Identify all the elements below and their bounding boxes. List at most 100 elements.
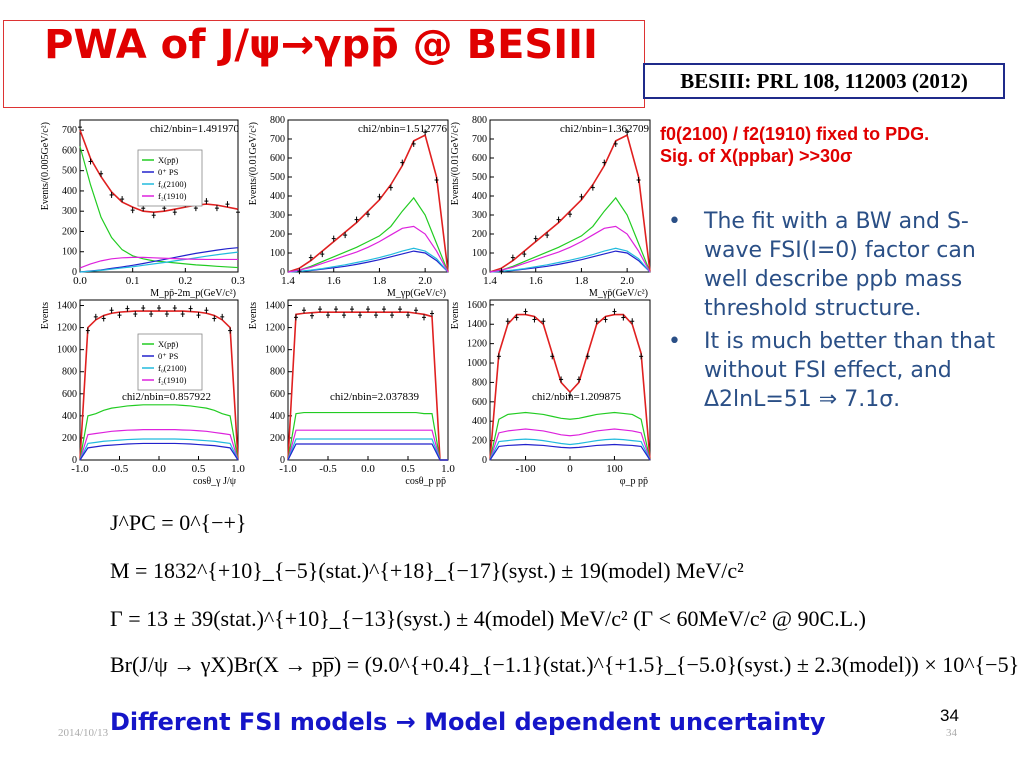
- y-tick-label: 1000: [467, 358, 487, 369]
- series-line-f1910: [79, 429, 239, 461]
- y-tick-label: 500: [62, 166, 77, 177]
- y-tick-label: 800: [472, 115, 487, 126]
- x-tick-label: 0.0: [73, 275, 87, 287]
- series-line-f1910: [287, 225, 449, 273]
- y-tick-label: 600: [472, 397, 487, 408]
- formula-jpc: J^PC = 0^{−+}: [110, 510, 247, 535]
- series-line-0PS: [287, 443, 448, 461]
- series-line-Xpp: [489, 411, 651, 461]
- plots-panel: 0 100 200 300 400 500 600 700 0.0 0.1 0.2 0.3M_pp̄-…: [40, 115, 651, 487]
- y-tick-label: 800: [270, 367, 285, 378]
- y-axis-label: Events: [450, 302, 461, 329]
- x-tick-label: 0.3: [231, 275, 245, 287]
- y-tick-label: 400: [62, 411, 77, 422]
- series-line-Xpp: [287, 196, 449, 273]
- y-tick-label: 400: [472, 191, 487, 202]
- series-line-f2100: [79, 251, 239, 273]
- series-line-Xpp: [489, 196, 651, 273]
- series-line-0PS: [79, 247, 239, 273]
- y-tick-label: 200: [472, 436, 487, 447]
- series-line-0PS: [489, 443, 651, 461]
- y-axis-label: Events: [248, 302, 259, 329]
- x-tick-label: -1.0: [71, 463, 89, 475]
- legend-label: 0⁺ PS: [158, 351, 179, 361]
- x-tick-label: -100: [515, 463, 536, 475]
- plot-frame: [287, 119, 449, 273]
- y-tick-label: 500: [270, 172, 285, 183]
- bullet-list: • The fit with a BW and S-wave FSI(I=0) …: [668, 207, 1008, 418]
- fixed-note-line2: Sig. of X(ppbar) >>30σ: [660, 146, 853, 166]
- y-tick-label: 500: [472, 172, 487, 183]
- y-tick-label: 1600: [467, 300, 487, 311]
- y-tick-label: 600: [62, 389, 77, 400]
- y-tick-label: 200: [270, 229, 285, 240]
- bullet-item: • The fit with a BW and S-wave FSI(I=0) …: [668, 207, 1008, 323]
- page-number: 34: [940, 706, 959, 725]
- series-line-Xpp: [79, 404, 239, 461]
- y-tick-label: 800: [62, 367, 77, 378]
- y-tick-label: 300: [270, 210, 285, 221]
- chi2-annotation: chi2/nbin=1.491970: [150, 123, 240, 135]
- page-number-footer: 34: [946, 727, 957, 739]
- x-tick-label: -1.0: [279, 463, 297, 475]
- formula-branching: Br(J/ψ → γX)Br(X → pp̅) = (9.0^{+0.4}_{−…: [110, 652, 1020, 677]
- bullet-item: • It is much better than that without FS…: [668, 327, 1008, 414]
- y-tick-label: 800: [270, 115, 285, 126]
- y-tick-label: 300: [472, 210, 487, 221]
- legend-label: X(pp̄): [158, 339, 178, 349]
- y-axis-label: Events: [40, 302, 51, 329]
- x-tick-label: 0.5: [192, 463, 206, 475]
- y-tick-label: 700: [472, 134, 487, 145]
- y-tick-label: 700: [270, 134, 285, 145]
- x-axis-label: M_γp̄(GeV/c²): [589, 288, 648, 299]
- series-line-f2100: [287, 247, 449, 273]
- y-tick-label: 1200: [265, 323, 285, 334]
- plot-frame: [79, 119, 239, 273]
- formula-mass: M = 1832^{+10}_{−5}(stat.)^{+18}_{−17}(s…: [110, 558, 744, 583]
- bullet-text: The fit with a BW and S-wave FSI(I=0) fa…: [704, 209, 976, 321]
- series-line-f1910: [287, 429, 448, 461]
- y-tick-label: 0: [280, 267, 285, 278]
- y-axis-label: Events/(0.01GeV/c²): [248, 122, 259, 205]
- y-tick-label: 100: [472, 248, 487, 259]
- y-tick-label: 1000: [57, 345, 77, 356]
- y-tick-label: 0: [482, 455, 487, 466]
- series-line-f2100: [489, 247, 651, 273]
- bullet-text: It is much better than that without FSI …: [704, 329, 996, 412]
- y-tick-label: 1400: [265, 301, 285, 312]
- series-line-f1910: [79, 256, 238, 269]
- y-tick-label: 200: [270, 433, 285, 444]
- fixed-note: f0(2100) / f2(1910) fixed to PDG. Sig. o…: [660, 123, 1020, 167]
- plot-frame: [287, 299, 449, 461]
- x-axis-label: M_pp̄-2m_p(GeV/c²): [150, 288, 236, 299]
- slide-title: PWA of J/ψ→γpp̅ @ BESIII: [44, 22, 598, 68]
- x-tick-label: 0.0: [361, 463, 375, 475]
- x-axis-label: cosθ_p pp̄: [405, 476, 446, 487]
- y-tick-label: 1200: [467, 339, 487, 350]
- x-tick-label: -0.5: [319, 463, 337, 475]
- y-tick-label: 1400: [467, 319, 487, 330]
- plot-frame: [489, 299, 651, 461]
- y-tick-label: 300: [62, 206, 77, 217]
- legend-label: f₀(2100): [158, 179, 187, 189]
- x-tick-label: 0.1: [126, 275, 140, 287]
- legend-label: 0⁺ PS: [158, 167, 179, 177]
- x-tick-label: 100: [606, 463, 623, 475]
- y-tick-label: 0: [72, 267, 77, 278]
- y-tick-label: 0: [280, 455, 285, 466]
- x-tick-label: 1.0: [441, 463, 455, 475]
- y-tick-label: 600: [472, 153, 487, 164]
- y-tick-label: 800: [472, 377, 487, 388]
- footer-note: Different FSI models → Model dependent u…: [110, 708, 826, 736]
- legend-label: f₂(1910): [158, 191, 187, 201]
- chi2-annotation: chi2/nbin=2.037839: [330, 391, 420, 403]
- x-tick-label: 2.0: [620, 275, 634, 287]
- y-tick-label: 400: [472, 416, 487, 427]
- y-axis-label: Events/(0.005GeV/c²): [40, 122, 51, 210]
- y-tick-label: 400: [270, 191, 285, 202]
- series-line-f1910: [489, 428, 651, 461]
- series-line-Xpp: [287, 411, 448, 461]
- y-tick-label: 600: [62, 145, 77, 156]
- y-tick-label: 400: [62, 186, 77, 197]
- series-line-f2100: [287, 438, 448, 461]
